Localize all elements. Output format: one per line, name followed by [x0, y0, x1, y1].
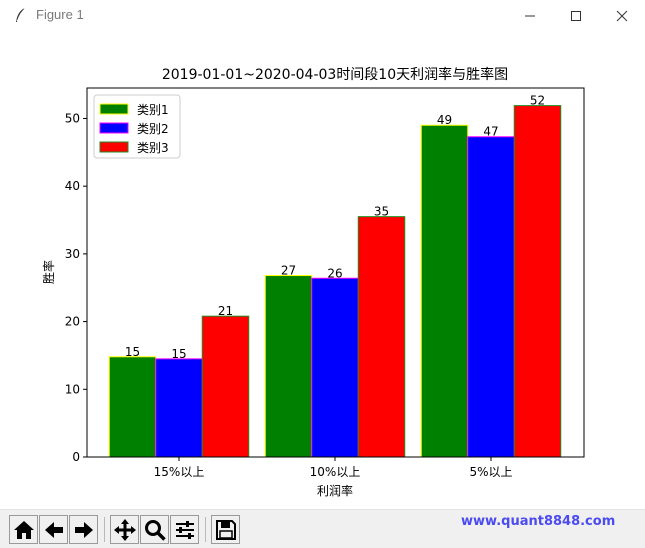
x-axis-label: 利润率	[317, 483, 353, 498]
navigation-toolbar: www.quant8848.com	[0, 509, 645, 548]
feather-icon	[16, 7, 26, 22]
x-tick-label: 10%以上	[310, 465, 361, 479]
legend-label: 类别1	[137, 103, 169, 117]
close-icon	[616, 10, 628, 21]
bar-chart: 2019-01-01~2020-04-03时间段10天利润率与胜率图 利润率 胜…	[41, 66, 585, 498]
window-title: Figure 1	[36, 7, 84, 22]
bar-1-3	[420, 124, 469, 458]
zoom-button[interactable]	[140, 515, 169, 544]
bar-2-1	[155, 358, 203, 458]
bar-2-3	[467, 136, 515, 458]
legend-label: 类别3	[137, 141, 169, 155]
chart-title: 2019-01-01~2020-04-03时间段10天利润率与胜率图	[162, 66, 508, 83]
arrow-left-icon	[44, 521, 63, 538]
sliders-icon	[175, 520, 194, 539]
bar-value-label: 15	[171, 347, 186, 361]
y-tick-label: 20	[65, 315, 80, 329]
bar-value-labels: 15 27 49 15 26 47 21 35 52	[125, 94, 545, 361]
y-tick-label: 10	[65, 382, 80, 396]
legend-swatch	[99, 122, 129, 134]
bar-value-label: 52	[530, 94, 545, 108]
bar-value-label: 35	[374, 205, 389, 219]
figure-canvas[interactable]: 2019-01-01~2020-04-03时间段10天利润率与胜率图 利润率 胜…	[0, 31, 645, 509]
legend-label: 类别2	[137, 122, 169, 136]
bar-value-label: 21	[218, 304, 233, 318]
bar-2-2	[311, 277, 359, 458]
legend-swatch	[99, 103, 129, 115]
bar-value-label: 26	[327, 266, 342, 280]
bar-value-label: 49	[437, 113, 452, 127]
y-tick-label: 0	[72, 450, 80, 464]
legend-swatch	[99, 141, 129, 153]
bar-value-label: 15	[125, 345, 140, 359]
y-axis-label: 胜率	[41, 260, 56, 284]
bar-1-2	[264, 275, 313, 458]
bar-3-2	[357, 216, 406, 458]
y-tick-label: 40	[65, 179, 80, 193]
save-icon	[215, 519, 236, 540]
x-tick-label: 15%以上	[154, 465, 205, 479]
watermark-text: www.quant8848.com	[461, 514, 616, 529]
pan-button[interactable]	[110, 515, 139, 544]
legend: 类别1 类别2 类别3	[93, 94, 181, 159]
plot-frame	[86, 87, 585, 458]
bar-value-label: 27	[281, 264, 296, 278]
title-bar: Figure 1	[0, 0, 645, 31]
x-axis-ticks: 15%以上 10%以上 5%以上	[154, 457, 513, 479]
bars-layer	[108, 105, 562, 458]
toolbar-separator	[104, 517, 105, 542]
maximize-button[interactable]	[553, 0, 599, 31]
configure-button[interactable]	[170, 515, 199, 544]
save-button[interactable]	[211, 515, 240, 544]
close-button[interactable]	[599, 0, 645, 31]
bar-3-3	[513, 105, 562, 458]
move-icon	[113, 518, 136, 541]
toolbar-separator	[205, 517, 206, 542]
home-button[interactable]	[9, 515, 38, 544]
y-tick-label: 50	[65, 111, 80, 125]
minimize-button[interactable]	[507, 0, 553, 31]
back-button[interactable]	[39, 515, 68, 544]
bar-value-label: 47	[483, 125, 498, 139]
maximize-icon	[571, 10, 581, 21]
magnifier-icon	[144, 519, 166, 541]
bar-1-1	[108, 356, 157, 458]
minimize-icon	[525, 15, 535, 16]
bar-3-1	[201, 315, 250, 458]
x-tick-label: 5%以上	[469, 465, 512, 479]
y-tick-label: 30	[65, 247, 80, 261]
forward-button[interactable]	[69, 515, 98, 544]
arrow-right-icon	[74, 521, 93, 538]
y-axis-ticks: 0 10 20 30 40 50	[65, 111, 87, 464]
home-icon	[13, 520, 34, 539]
